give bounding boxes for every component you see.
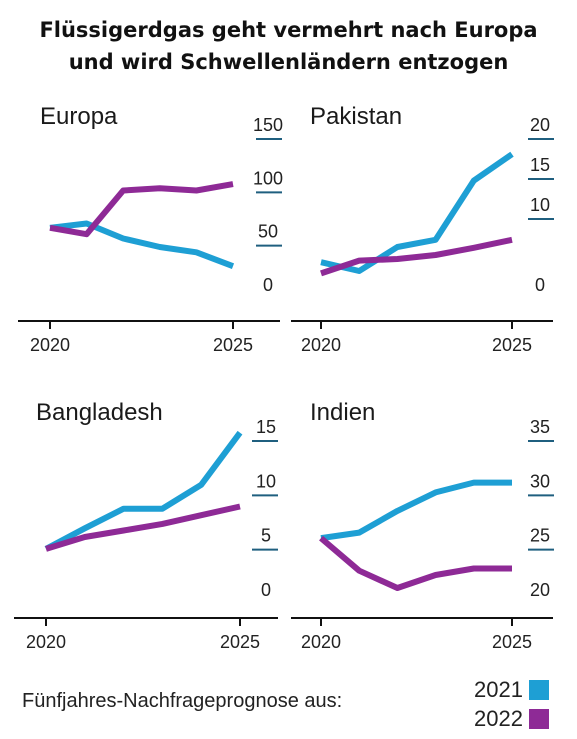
x-tick-label: 2025 [220, 632, 260, 652]
series-line-2021 [49, 220, 235, 270]
x-tick-label: 2025 [492, 335, 532, 355]
series-line-2022 [320, 236, 513, 277]
x-tick-label: 2020 [301, 632, 341, 652]
y-tick-label: 20 [530, 115, 550, 135]
series-line-2021 [320, 479, 512, 542]
legend-label: Fünfjahres-Nachfrageprognose aus: [22, 690, 343, 712]
legend-year-2022: 2022 [474, 706, 523, 731]
series-line-2022 [319, 535, 512, 591]
y-tick-label: 50 [258, 222, 278, 242]
legend-item-2021: 2021 [474, 676, 549, 704]
y-tick-label: 100 [253, 168, 283, 188]
panel-title: Bangladesh [36, 399, 163, 426]
series-line-2021 [44, 430, 243, 552]
panel-title: Pakistan [310, 103, 402, 130]
series-line-2021 [320, 151, 514, 274]
y-tick-label: 30 [530, 471, 550, 491]
legend-item-2022: 2022 [474, 705, 549, 733]
chart-title-line-2: und wird Schwellenländern entzogen [68, 50, 509, 74]
legend-swatch-2021 [529, 680, 549, 700]
series-line-2022 [49, 181, 234, 238]
y-tick-label: 10 [256, 471, 276, 491]
series-line-2022 [45, 503, 241, 552]
panel-europa: Europa 0 50 100 150 2020 2025 [18, 103, 283, 355]
y-tick-label: 25 [530, 526, 550, 546]
y-tick-label: 0 [535, 275, 545, 295]
chart-title-line-1: Flüssigerdgas geht vermehrt nach Europa [39, 18, 538, 42]
legend-year-2021: 2021 [474, 677, 523, 702]
x-tick-label: 2025 [492, 632, 532, 652]
y-tick-label: 15 [530, 155, 550, 175]
y-tick-label: 0 [263, 275, 273, 295]
y-tick-label: 20 [530, 580, 550, 600]
x-tick-label: 2025 [213, 335, 253, 355]
x-tick-label: 2020 [301, 335, 341, 355]
y-tick-label: 35 [530, 417, 550, 437]
panel-title: Europa [40, 103, 118, 130]
y-tick-label: 15 [256, 417, 276, 437]
y-tick-label: 0 [261, 580, 271, 600]
y-tick-label: 150 [253, 115, 283, 135]
chart-title: Flüssigerdgas geht vermehrt nach Europa … [0, 14, 577, 78]
x-tick-label: 2020 [26, 632, 66, 652]
panel-title: Indien [310, 399, 375, 426]
panel-bangladesh: Bangladesh 0 5 10 15 2020 2025 [14, 399, 278, 652]
x-tick-label: 2020 [30, 335, 70, 355]
y-tick-label: 10 [530, 195, 550, 215]
legend-swatch-2022 [529, 709, 549, 729]
y-tick-label: 5 [261, 526, 271, 546]
